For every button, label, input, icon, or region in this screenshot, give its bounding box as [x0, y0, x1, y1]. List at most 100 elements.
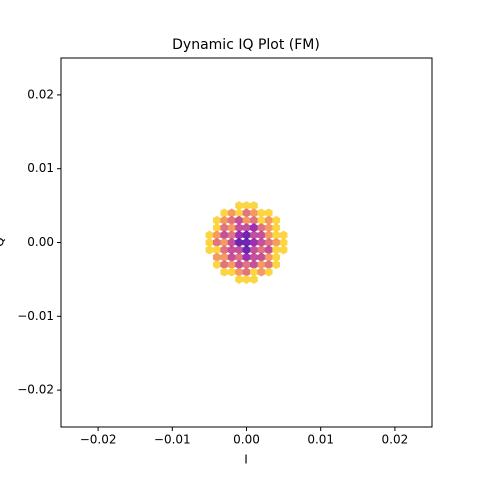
- hex-cell: [250, 215, 258, 225]
- hex-cell: [257, 208, 266, 218]
- hex-cell: [250, 223, 258, 233]
- hex-cell: [242, 208, 251, 218]
- hex-cell: [242, 215, 251, 225]
- hex-cell: [242, 201, 251, 211]
- hex-cell: [235, 238, 243, 247]
- hex-cell: [272, 245, 281, 255]
- hex-cell: [220, 245, 229, 255]
- hex-cell: [242, 260, 251, 270]
- hex-cell: [264, 230, 273, 240]
- hex-cell: [272, 238, 281, 247]
- hex-cell: [227, 230, 236, 240]
- hex-cell: [264, 223, 273, 233]
- hex-cell: [242, 252, 251, 262]
- hex-cell: [220, 238, 229, 247]
- hex-cell: [212, 252, 221, 262]
- hex-cell: [220, 260, 229, 270]
- hex-cell: [272, 252, 281, 262]
- hex-cell: [257, 230, 266, 240]
- hex-cell: [212, 245, 221, 255]
- hex-cell: [250, 252, 258, 262]
- hex-cell: [257, 245, 266, 255]
- hex-cell: [220, 208, 229, 218]
- hex-cell: [235, 208, 243, 218]
- hex-cell: [250, 267, 258, 277]
- x-tick-label: 0.02: [382, 433, 409, 447]
- hex-cell: [264, 252, 273, 262]
- hex-cell: [242, 274, 251, 284]
- hex-cell: [257, 260, 266, 270]
- hex-cell: [257, 238, 266, 247]
- hex-cell: [279, 245, 288, 255]
- hex-cell: [212, 230, 221, 240]
- x-tick-label: 0.01: [307, 433, 334, 447]
- hex-cell: [250, 201, 258, 211]
- x-tick-label: 0.00: [233, 433, 260, 447]
- hex-cell: [264, 215, 273, 225]
- hex-cell: [235, 274, 243, 284]
- hex-cell: [212, 215, 221, 225]
- hex-cell: [257, 267, 266, 277]
- hex-cell: [227, 223, 236, 233]
- hex-cell: [220, 267, 229, 277]
- x-tick-label: −0.01: [154, 433, 191, 447]
- hex-cell: [220, 252, 229, 262]
- y-tick-label: 0.02: [27, 87, 54, 101]
- hex-cell: [250, 260, 258, 270]
- hex-cell: [235, 260, 243, 270]
- hex-cell: [264, 238, 273, 247]
- hex-cell: [235, 215, 243, 225]
- hex-cell: [227, 215, 236, 225]
- hex-cell: [250, 245, 258, 255]
- hex-cell: [250, 230, 258, 240]
- hex-cell: [212, 223, 221, 233]
- hex-cell: [235, 267, 243, 277]
- hex-cell: [205, 245, 214, 255]
- y-tick-label: −0.01: [17, 309, 54, 323]
- hex-cell: [257, 252, 266, 262]
- hex-cell: [257, 215, 266, 225]
- y-tick-label: −0.02: [17, 383, 54, 397]
- hex-cell: [257, 223, 266, 233]
- hex-cell: [220, 223, 229, 233]
- hex-cell: [235, 201, 243, 211]
- hex-cell: [220, 215, 229, 225]
- hex-cell: [242, 238, 251, 247]
- y-axis-label: Q: [0, 237, 7, 246]
- hex-cell: [250, 208, 258, 218]
- hex-cell: [227, 245, 236, 255]
- chart-title: Dynamic IQ Plot (FM): [172, 37, 320, 53]
- x-tick-label: −0.02: [80, 433, 117, 447]
- hex-cell: [220, 230, 229, 240]
- hex-cell: [264, 245, 273, 255]
- hex-cell: [264, 267, 273, 277]
- hex-cell: [250, 238, 258, 247]
- hex-cell: [227, 267, 236, 277]
- hex-cell: [250, 274, 258, 284]
- y-tick-label: 0.01: [27, 161, 54, 175]
- hex-cell: [227, 238, 236, 247]
- hex-cell: [279, 238, 288, 247]
- hex-cell: [272, 215, 281, 225]
- hex-cell: [212, 260, 221, 270]
- y-tick-label: 0.00: [27, 235, 54, 249]
- hex-cell: [227, 252, 236, 262]
- hex-cell: [235, 223, 243, 233]
- hex-cell: [264, 260, 273, 270]
- hex-cell: [205, 238, 214, 247]
- x-axis-label: I: [244, 453, 248, 467]
- hex-cell: [227, 208, 236, 218]
- hex-cell: [235, 245, 243, 255]
- hex-cell: [205, 230, 214, 240]
- hex-cell: [235, 252, 243, 262]
- hex-cell: [242, 267, 251, 277]
- hex-cell: [272, 223, 281, 233]
- hex-cell: [264, 208, 273, 218]
- hex-cell: [242, 223, 251, 233]
- hex-cell: [242, 245, 251, 255]
- hex-cell: [272, 260, 281, 270]
- hex-cell: [212, 238, 221, 247]
- hex-cell: [279, 230, 288, 240]
- hex-cell: [272, 230, 281, 240]
